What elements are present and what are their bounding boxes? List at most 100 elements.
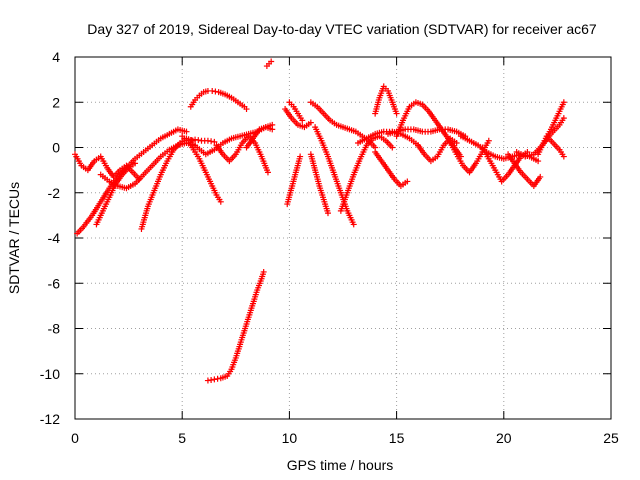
data-point-trail: [224, 92, 233, 100]
series-track-16: [286, 99, 306, 124]
grid-lines: [75, 57, 611, 419]
data-point-trail: [549, 115, 560, 131]
data-point-trail: [365, 137, 375, 147]
x-tick-label: 10: [282, 430, 298, 446]
data-point-trail: [373, 150, 384, 163]
data-point: [132, 160, 139, 167]
series-track-11: [204, 268, 267, 384]
data-point-trail: [297, 122, 306, 130]
x-tick-label: 15: [389, 430, 405, 446]
data-point-trail: [82, 214, 94, 228]
data-point-trail: [526, 177, 536, 188]
y-tick-label: 2: [52, 94, 60, 110]
data-point-trail: [312, 169, 322, 187]
series-track-10: [213, 133, 271, 176]
data-point-trail: [385, 90, 395, 103]
series-track-3: [93, 160, 139, 228]
axis-ticks: 0 5 10 15 20 25 -12 -10 -8 -6 -4 -2 0 2 4: [40, 49, 619, 446]
data-point-trail: [145, 189, 157, 208]
data-point: [404, 178, 411, 185]
data-point-trail: [189, 144, 197, 153]
data-point-trail: [117, 183, 128, 191]
data-point-trail: [310, 100, 319, 109]
data-point-trail: [152, 173, 163, 192]
data-point-trail: [449, 137, 458, 145]
data-point-trail: [512, 162, 523, 174]
data-point-trail: [142, 164, 154, 176]
data-point-trail: [338, 192, 350, 212]
series-track-32: [535, 99, 567, 158]
series-track-28: [457, 133, 542, 165]
chart-title: Day 327 of 2019, Sidereal Day-to-day VTE…: [87, 21, 597, 37]
data-point-trail: [158, 160, 170, 176]
data-point-trail: [400, 132, 411, 141]
data-point-trail: [448, 142, 459, 155]
data-point-trail: [75, 225, 85, 235]
data-point: [269, 126, 276, 133]
data-point-trail: [412, 127, 424, 135]
data-point-trail: [251, 128, 262, 140]
x-tick-label: 20: [496, 430, 512, 446]
data-point-trail: [378, 134, 387, 143]
x-axis-title: GPS time / hours: [287, 457, 394, 473]
data-point-trail: [372, 97, 382, 115]
data-point-trail: [308, 153, 318, 171]
series-track-1: [72, 151, 143, 183]
data-point-trail: [244, 137, 255, 149]
y-axis-title: SDTVAR / TECUs: [6, 182, 22, 294]
data-point-trail: [259, 155, 270, 174]
data-point-trail: [246, 302, 256, 318]
data-point-trail: [134, 150, 145, 161]
data-point-trail: [120, 166, 130, 176]
data-point-trail: [237, 330, 247, 346]
data-point-trail: [558, 149, 566, 158]
data-point-trail: [408, 100, 417, 109]
data-point-trail: [325, 155, 337, 176]
data-point-trail: [377, 85, 386, 99]
data-point-trail: [480, 146, 491, 160]
data-point-trail: [284, 187, 294, 205]
data-point-trail: [427, 110, 437, 122]
data-point-trail: [150, 155, 162, 167]
data-point-trail: [422, 128, 431, 135]
data-point-trail: [168, 127, 179, 136]
data-point-trail: [415, 100, 424, 107]
data-point-trail: [119, 164, 128, 172]
series-track-13: [243, 124, 276, 151]
data-point-trail: [228, 153, 238, 163]
series-track-19: [307, 151, 331, 217]
x-tick-label: 25: [603, 430, 619, 446]
x-tick-label: 5: [178, 430, 186, 446]
data-point: [211, 138, 218, 145]
data-point: [268, 58, 275, 65]
data-point-trail: [416, 144, 427, 156]
data-point: [560, 153, 567, 160]
data-point-trail: [532, 175, 542, 188]
y-tick-label: 4: [52, 49, 60, 65]
data-point-trail: [247, 129, 259, 137]
data-point: [453, 139, 460, 146]
data-point-trail: [313, 126, 324, 142]
data-point-trail: [221, 153, 231, 163]
data-point: [211, 376, 218, 383]
data-point-trail: [99, 187, 112, 203]
data-point-trail: [214, 144, 225, 156]
data-point-trail: [395, 127, 406, 135]
data-point-trail: [159, 148, 171, 158]
data-point-trail: [225, 368, 234, 377]
data-point: [560, 99, 567, 106]
data-marks: [72, 58, 567, 384]
data-point-trail: [387, 129, 398, 137]
data-point-trail: [322, 112, 332, 122]
data-point-trail: [351, 158, 363, 176]
data-point-trail: [290, 116, 300, 127]
data-point-trail: [474, 151, 485, 165]
data-point-trail: [439, 126, 449, 133]
series-track-20: [337, 133, 396, 214]
data-point-trail: [127, 161, 136, 170]
data-point-trail: [219, 373, 229, 381]
data-point-trail: [348, 127, 357, 134]
data-point: [243, 106, 250, 113]
data-point-trail: [423, 153, 433, 163]
